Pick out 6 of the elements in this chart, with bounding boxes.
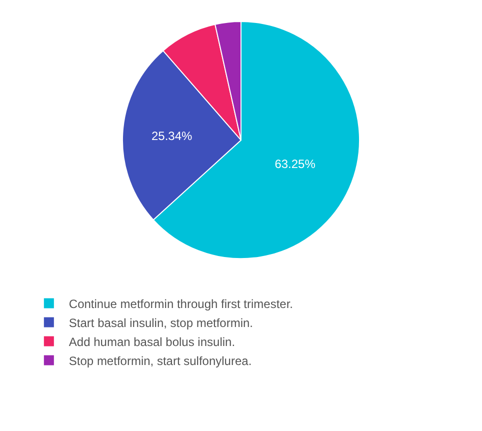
legend-label: Stop metformin, start sulfonylurea. bbox=[68, 354, 252, 368]
data-label: 63.25% bbox=[274, 157, 316, 172]
legend-label: Start basal insulin, stop metformin. bbox=[68, 316, 253, 330]
legend-label: Continue metformin through first trimester. bbox=[68, 296, 294, 311]
legend-label: Add human basal bolus insulin. bbox=[68, 334, 236, 349]
data-label: 25.34% bbox=[151, 129, 193, 144]
